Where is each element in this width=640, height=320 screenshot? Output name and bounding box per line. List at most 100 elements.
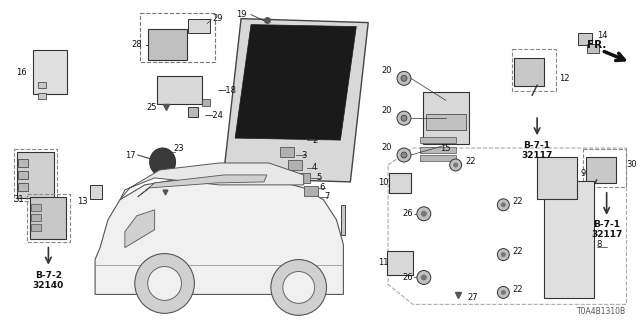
Bar <box>225 203 253 225</box>
Circle shape <box>135 253 195 313</box>
Circle shape <box>283 271 315 303</box>
Text: 11: 11 <box>378 258 388 267</box>
Polygon shape <box>120 163 303 200</box>
Ellipse shape <box>150 148 175 176</box>
Bar <box>341 205 346 235</box>
Bar <box>17 159 28 167</box>
Bar <box>420 155 456 161</box>
Bar <box>303 186 317 196</box>
Bar <box>512 50 556 91</box>
Text: 20: 20 <box>381 142 392 152</box>
Text: 7: 7 <box>324 192 329 201</box>
Text: 22: 22 <box>512 197 523 206</box>
Text: —18: —18 <box>217 86 236 95</box>
Text: 10: 10 <box>378 179 388 188</box>
Polygon shape <box>235 25 356 140</box>
Circle shape <box>421 275 427 280</box>
Bar <box>90 185 102 199</box>
Bar <box>544 181 594 298</box>
Circle shape <box>397 111 411 125</box>
Text: 28: 28 <box>131 40 141 49</box>
Circle shape <box>497 249 509 260</box>
Circle shape <box>497 286 509 298</box>
Bar <box>258 191 280 209</box>
Bar <box>31 214 42 221</box>
Bar <box>420 147 456 153</box>
Bar <box>31 204 42 211</box>
Bar <box>202 99 211 106</box>
Circle shape <box>453 163 458 167</box>
Bar <box>583 149 627 187</box>
Circle shape <box>501 290 506 295</box>
Polygon shape <box>125 210 155 248</box>
Text: 1: 1 <box>241 190 247 199</box>
Text: 32117: 32117 <box>522 150 553 160</box>
Circle shape <box>401 152 407 158</box>
Text: 29: 29 <box>212 14 223 23</box>
Bar <box>33 51 67 94</box>
Circle shape <box>421 211 427 217</box>
Text: 22: 22 <box>512 285 523 294</box>
Circle shape <box>271 260 326 315</box>
Text: 5: 5 <box>316 173 321 182</box>
Text: —24: —24 <box>204 111 223 120</box>
Bar <box>31 224 42 231</box>
Bar <box>17 183 28 191</box>
Text: 26: 26 <box>403 209 413 218</box>
Text: B-7-1: B-7-1 <box>593 220 620 229</box>
Text: 21: 21 <box>175 188 185 196</box>
Text: 25: 25 <box>146 103 157 112</box>
Circle shape <box>401 115 407 121</box>
Circle shape <box>148 267 182 300</box>
Text: T0A4B1310B: T0A4B1310B <box>577 307 627 316</box>
Text: 9: 9 <box>581 169 586 179</box>
Text: 19: 19 <box>237 10 247 19</box>
Circle shape <box>397 71 411 85</box>
Text: 26: 26 <box>403 273 413 282</box>
Bar <box>420 137 456 143</box>
Bar <box>426 114 465 130</box>
Bar <box>537 157 577 199</box>
Bar <box>586 157 616 183</box>
Bar <box>188 19 211 33</box>
Text: B-7-2: B-7-2 <box>35 271 62 280</box>
Polygon shape <box>138 175 267 197</box>
Text: 12: 12 <box>559 74 570 83</box>
Text: 16: 16 <box>16 68 26 77</box>
Text: 14: 14 <box>596 31 607 40</box>
Bar <box>26 194 70 242</box>
Text: 30: 30 <box>627 160 637 170</box>
Bar <box>31 197 67 239</box>
Text: B-7-1: B-7-1 <box>524 140 550 149</box>
Text: 6: 6 <box>320 183 325 192</box>
Bar <box>38 93 46 99</box>
Circle shape <box>401 76 407 81</box>
Text: 20: 20 <box>381 106 392 115</box>
Text: 20: 20 <box>381 66 392 75</box>
Text: 22: 22 <box>465 157 476 166</box>
Bar <box>157 76 202 104</box>
Text: 15: 15 <box>440 144 451 153</box>
Text: 13: 13 <box>77 197 88 206</box>
Text: 27: 27 <box>468 293 478 302</box>
Bar <box>140 13 215 62</box>
Circle shape <box>501 202 506 207</box>
Bar <box>389 173 411 193</box>
Text: 2: 2 <box>312 136 317 145</box>
Text: 8: 8 <box>596 240 602 249</box>
Text: FR.: FR. <box>587 39 606 50</box>
Circle shape <box>450 159 461 171</box>
Bar <box>17 152 54 198</box>
Polygon shape <box>223 19 368 182</box>
Bar <box>578 33 592 44</box>
Bar <box>387 251 413 275</box>
Text: 31: 31 <box>13 195 24 204</box>
Text: 4: 4 <box>312 164 317 172</box>
Bar <box>587 44 598 53</box>
Text: 32140: 32140 <box>33 281 64 290</box>
Bar <box>148 28 188 60</box>
Bar <box>423 92 468 144</box>
Bar <box>13 149 58 201</box>
Text: 17: 17 <box>125 150 136 160</box>
Bar <box>38 82 46 88</box>
